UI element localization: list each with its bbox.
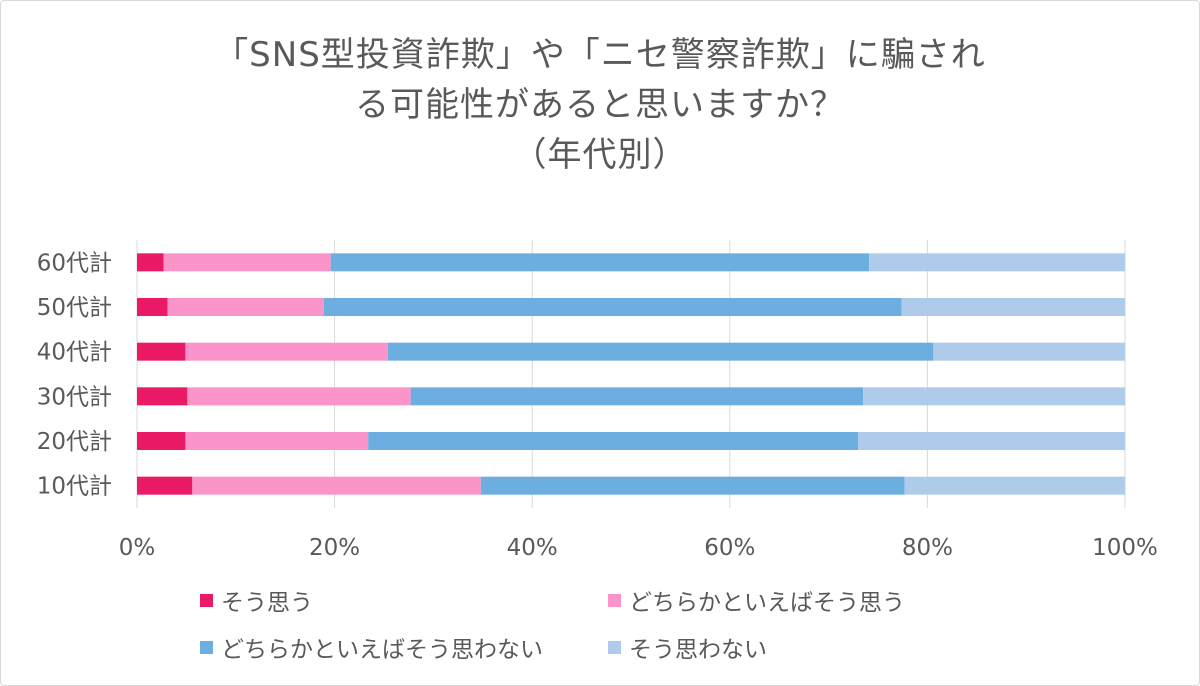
bar-segment bbox=[330, 253, 870, 272]
bar-segment bbox=[185, 342, 388, 361]
x-tick-label: 100% bbox=[1092, 535, 1158, 561]
bar-segment bbox=[387, 342, 934, 361]
x-tick-label: 20% bbox=[309, 535, 360, 561]
bar-segment bbox=[137, 432, 186, 450]
legend-item-disagree: そう思わない bbox=[608, 632, 767, 663]
bar-segment bbox=[187, 387, 411, 406]
category-label: 30代計 bbox=[37, 384, 112, 410]
bar-segment bbox=[323, 298, 902, 316]
bar-segment bbox=[137, 387, 188, 406]
legend-item-somewhat-agree: どちらかといえばそう思う bbox=[608, 585, 905, 616]
legend-item-agree: そう思う bbox=[200, 585, 313, 616]
category-label: 40代計 bbox=[37, 340, 112, 366]
bar-segment bbox=[410, 387, 864, 406]
category-label: 50代計 bbox=[37, 295, 112, 321]
legend-label-disagree: そう思わない bbox=[629, 637, 767, 663]
bar-segment bbox=[480, 476, 905, 495]
legend-label-somewhat-agree: どちらかといえばそう思う bbox=[629, 590, 905, 616]
x-tick-label: 0% bbox=[119, 535, 156, 561]
category-label: 10代計 bbox=[37, 474, 112, 500]
legend-swatch-somewhat-agree bbox=[608, 593, 621, 607]
bar-segment bbox=[368, 432, 859, 450]
bar-segment bbox=[137, 298, 168, 316]
category-label: 20代計 bbox=[37, 429, 112, 455]
legend-swatch-disagree bbox=[608, 640, 621, 654]
x-tick-label: 80% bbox=[902, 535, 953, 561]
bar-segment bbox=[869, 253, 1125, 272]
bar-segment bbox=[933, 342, 1125, 361]
bar-segment bbox=[137, 476, 193, 495]
bar-segment bbox=[137, 342, 186, 361]
chart-title-line-3: （年代別） bbox=[512, 135, 688, 175]
bar-segment bbox=[167, 298, 324, 316]
legend-item-somewhat-disagree: どちらかといえばそう思わない bbox=[200, 632, 543, 663]
legend-label-somewhat-disagree: どちらかといえばそう思わない bbox=[221, 637, 543, 663]
x-tick-label: 40% bbox=[507, 535, 558, 561]
chart-title: 「SNS型投資詐欺」や「ニセ警察詐欺」に騙され る可能性があると思いますか？ （… bbox=[0, 30, 1200, 180]
bar-segment bbox=[901, 298, 1125, 316]
bar-segment bbox=[137, 253, 164, 272]
bar-segment bbox=[192, 476, 481, 495]
legend-label-agree: そう思う bbox=[221, 590, 313, 616]
chart-title-line-1: 「SNS型投資詐欺」や「ニセ警察詐欺」に騙され bbox=[214, 35, 986, 75]
legend-swatch-somewhat-disagree bbox=[200, 640, 213, 654]
x-tick-label: 60% bbox=[704, 535, 755, 561]
chart-title-line-2: る可能性があると思いますか？ bbox=[355, 85, 845, 125]
bar-segment bbox=[904, 476, 1125, 495]
legend-swatch-agree bbox=[200, 593, 213, 607]
category-label: 60代計 bbox=[37, 250, 112, 276]
bar-segment bbox=[863, 387, 1125, 406]
bar-segment bbox=[185, 432, 369, 450]
bar-segment bbox=[163, 253, 331, 272]
bar-segment bbox=[858, 432, 1125, 450]
